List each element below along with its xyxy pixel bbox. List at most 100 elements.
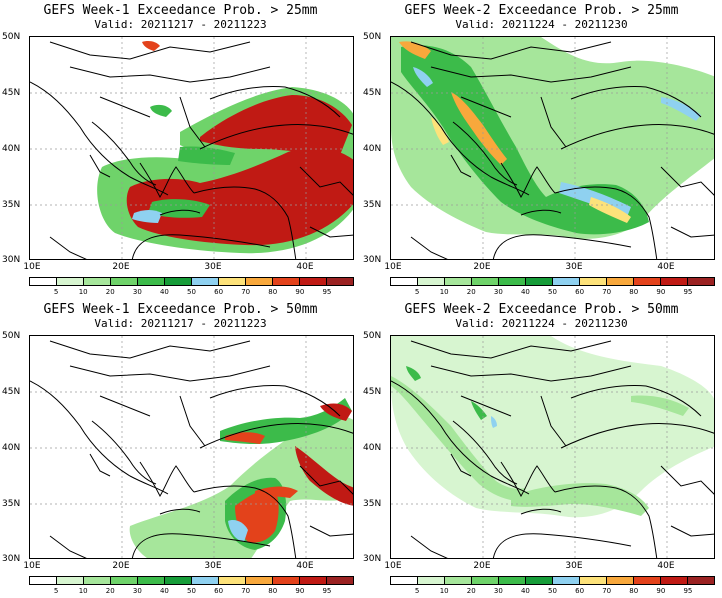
lat-label: 30N	[2, 554, 21, 564]
colorbar-tick-label: 90	[656, 288, 666, 296]
colorbar	[390, 576, 715, 585]
colorbar-swatch	[472, 577, 499, 584]
colorbar-swatch	[634, 577, 661, 584]
colorbar-swatch	[273, 278, 300, 285]
colorbar-tick-label: 20	[105, 587, 115, 595]
colorbar-tick-label: 40	[520, 587, 530, 595]
coastline-and-borders	[30, 41, 353, 259]
colorbar-tick-label: 50	[187, 587, 196, 595]
coastline-and-borders	[391, 340, 714, 558]
probability-field	[129, 398, 353, 558]
colorbar-swatch	[526, 278, 553, 285]
colorbar-swatch	[246, 577, 273, 584]
coastline-and-borders	[391, 41, 714, 259]
lon-label: 40E	[296, 561, 314, 571]
colorbar-swatch	[661, 577, 688, 584]
colorbar-tick-label: 60	[575, 587, 585, 595]
lat-label: 35N	[363, 499, 382, 509]
map-svg	[30, 336, 353, 558]
lon-label: 40E	[657, 262, 675, 272]
lon-label: 20E	[112, 561, 130, 571]
colorbar-swatch	[526, 577, 553, 584]
map-gridlines	[30, 37, 353, 259]
map-svg	[391, 37, 714, 259]
colorbar-swatch	[445, 577, 472, 584]
lon-label: 10E	[23, 561, 41, 571]
colorbar-swatch	[300, 577, 327, 584]
probability-map	[390, 335, 715, 559]
colorbar-swatch	[273, 577, 300, 584]
lon-label: 20E	[473, 561, 491, 571]
colorbar-tick-label: 5	[414, 587, 420, 595]
colorbar-swatch	[445, 278, 472, 285]
lat-label: 50N	[2, 331, 21, 341]
colorbar-tick-label: 10	[439, 288, 449, 296]
colorbar-tick-label: 10	[78, 288, 88, 296]
colorbar-tick-label: 80	[629, 587, 639, 595]
lat-label: 35N	[363, 200, 382, 210]
colorbar-tick-label: 90	[656, 587, 666, 595]
colorbar-tick-label: 70	[602, 288, 612, 296]
colorbar-tick-label: 5	[53, 587, 59, 595]
colorbar-swatch	[57, 577, 84, 584]
colorbar-tick-label: 60	[214, 587, 224, 595]
map-gridlines	[391, 37, 714, 259]
colorbar-tick-label: 40	[159, 587, 169, 595]
panel-title: GEFS Week-1 Exceedance Prob. > 25mm	[43, 3, 318, 18]
lon-label: 20E	[473, 262, 491, 272]
probability-field	[97, 41, 353, 254]
colorbar-swatch	[661, 278, 688, 285]
colorbar-tick-label: 80	[268, 288, 278, 296]
panel-week2-50mm: GEFS Week-2 Exceedance Prob. > 50mm Vali…	[361, 299, 722, 598]
colorbar-tick-label: 95	[683, 587, 693, 595]
lon-label: 30E	[565, 262, 583, 272]
colorbar-swatch	[607, 577, 634, 584]
lon-label: 30E	[204, 561, 222, 571]
lon-label: 10E	[384, 262, 402, 272]
colorbar-tick-label: 30	[493, 288, 503, 296]
colorbar-tick-label: 20	[105, 288, 115, 296]
colorbar-swatch	[580, 278, 607, 285]
colorbar-swatch	[165, 278, 192, 285]
colorbar-tick-label: 60	[214, 288, 224, 296]
lat-label: 50N	[363, 331, 382, 341]
lat-label: 40N	[2, 144, 21, 154]
lat-label: 40N	[2, 443, 21, 453]
colorbar-swatch	[418, 577, 445, 584]
colorbar-swatch	[192, 278, 219, 285]
panel-valid-dates: Valid: 20211217 - 20211223	[94, 18, 267, 31]
lon-label: 30E	[204, 262, 222, 272]
colorbar-tick-label: 95	[322, 288, 332, 296]
map-svg	[30, 37, 353, 259]
colorbar-swatch	[57, 278, 84, 285]
lat-label: 45N	[2, 88, 21, 98]
lat-label: 40N	[363, 443, 382, 453]
colorbar-tick-label: 5	[414, 288, 420, 296]
colorbar-tick-label: 60	[575, 288, 585, 296]
colorbar-swatch	[499, 278, 526, 285]
lat-label: 50N	[363, 32, 382, 42]
lat-label: 45N	[2, 387, 21, 397]
colorbar-swatch	[499, 577, 526, 584]
colorbar-swatch	[111, 577, 138, 584]
lat-label: 35N	[2, 200, 21, 210]
colorbar-tick-label: 70	[241, 587, 251, 595]
colorbar-tick-label: 5	[53, 288, 59, 296]
lon-label: 30E	[565, 561, 583, 571]
lon-label: 10E	[384, 561, 402, 571]
colorbar-swatch	[246, 278, 273, 285]
panel-week1-50mm: GEFS Week-1 Exceedance Prob. > 50mm Vali…	[0, 299, 361, 598]
colorbar-swatch	[634, 278, 661, 285]
coastline-and-borders	[30, 340, 353, 558]
panel-valid-dates: Valid: 20211217 - 20211223	[94, 317, 267, 330]
colorbar-tick-label: 40	[159, 288, 169, 296]
lon-label: 40E	[296, 262, 314, 272]
map-svg	[391, 336, 714, 558]
colorbar-swatch	[165, 577, 192, 584]
colorbar-swatch	[138, 278, 165, 285]
lat-label: 30N	[2, 255, 21, 265]
colorbar	[390, 277, 715, 286]
lat-label: 45N	[363, 387, 382, 397]
lat-label: 50N	[2, 32, 21, 42]
colorbar-swatch	[111, 278, 138, 285]
